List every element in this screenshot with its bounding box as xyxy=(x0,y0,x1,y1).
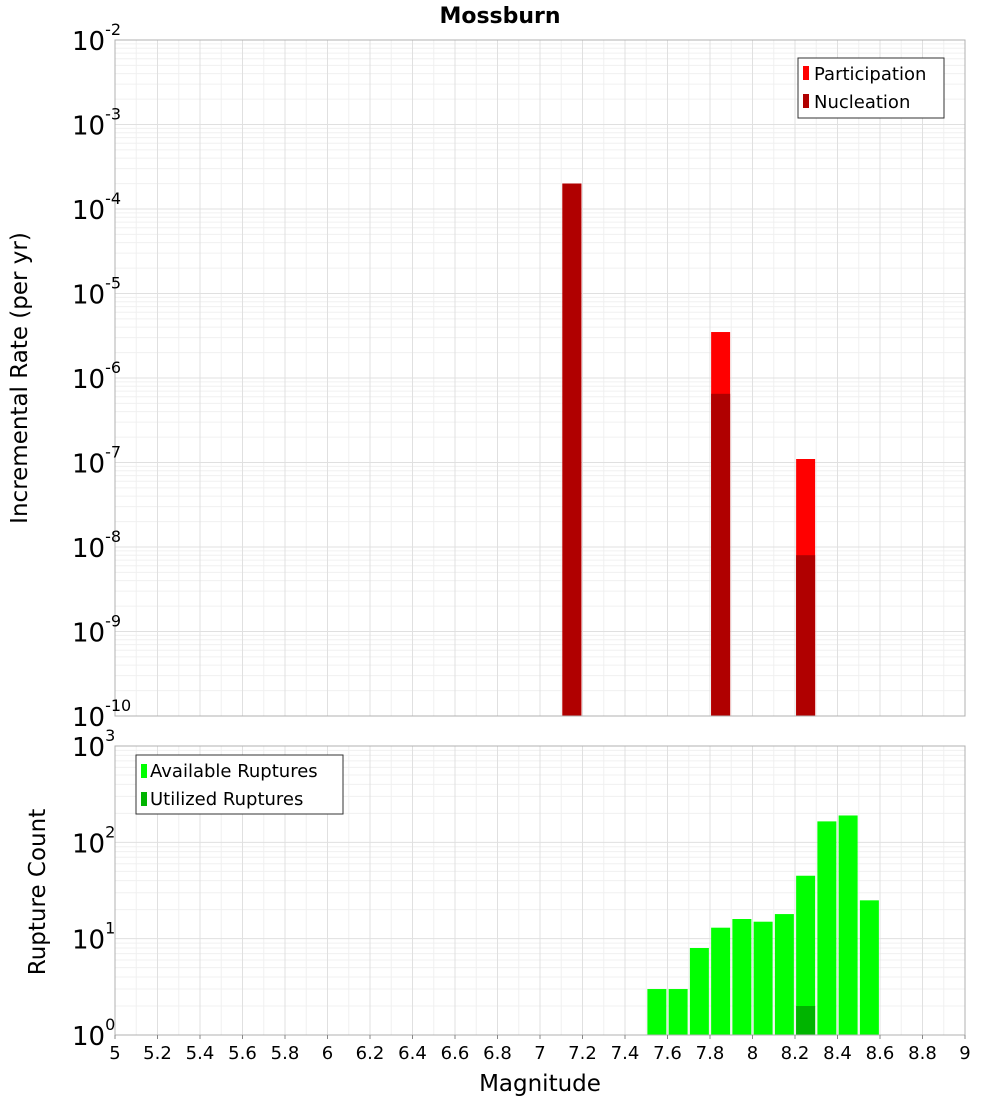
x-tick-label: 5.8 xyxy=(271,1043,300,1064)
rate-bars xyxy=(562,183,816,716)
x-tick-label: 7.8 xyxy=(696,1043,725,1064)
available-ruptures-bar xyxy=(859,900,879,1035)
rate-grid xyxy=(114,39,966,717)
count-y-axis-label: Rupture Count xyxy=(25,809,51,975)
y-tick-exponent: -5 xyxy=(105,274,121,293)
available-ruptures-bar xyxy=(689,948,709,1035)
x-axis-label: Magnitude xyxy=(479,1071,601,1097)
available-ruptures-bar xyxy=(817,821,837,1035)
count-legend: Available Ruptures Utilized Ruptures xyxy=(135,754,344,815)
y-tick-label: 10-10 xyxy=(72,696,131,733)
nucleation-legend-swatch xyxy=(803,94,809,108)
rate-legend: Participation Nucleation xyxy=(797,57,945,119)
participation-legend-label: Participation xyxy=(814,64,926,85)
y-tick-label: 10-4 xyxy=(72,189,121,226)
available-ruptures-bar xyxy=(774,914,794,1035)
x-tick-label: 8 xyxy=(747,1043,758,1064)
x-tick-label: 7.2 xyxy=(568,1043,597,1064)
available-legend-label: Available Ruptures xyxy=(150,761,318,782)
utilized-ruptures-bar xyxy=(796,1006,816,1035)
y-tick-label: 101 xyxy=(72,919,115,956)
available-ruptures-bar xyxy=(668,989,688,1035)
nucleation-legend-label: Nucleation xyxy=(814,92,910,113)
y-tick-label: 102 xyxy=(72,822,115,859)
available-legend-swatch xyxy=(141,764,147,778)
y-tick-label: 10-5 xyxy=(72,274,121,311)
y-tick-label: 10-2 xyxy=(72,20,121,57)
rate-legend-box xyxy=(797,57,945,119)
available-ruptures-bar xyxy=(711,927,731,1035)
x-tick-label: 5.4 xyxy=(186,1043,215,1064)
y-tick-exponent: -6 xyxy=(105,358,121,377)
x-tick-label: 6.4 xyxy=(398,1043,427,1064)
x-tick-label: 7.4 xyxy=(611,1043,640,1064)
y-tick-exponent: 3 xyxy=(105,726,115,745)
count-bars xyxy=(647,815,879,1035)
nucleation-bar xyxy=(711,393,731,716)
y-tick-exponent: -10 xyxy=(105,696,131,715)
available-ruptures-bar xyxy=(838,815,858,1035)
magnitude-x-ticks: 5 5.2 5.4 5.6 5.8 6 6.2 6.4 6.6 6.8 7 7.2 7.4 7.6 7.8 8… xyxy=(109,1035,971,1064)
y-tick-label: 10-9 xyxy=(72,612,121,649)
x-tick-label: 8.8 xyxy=(908,1043,937,1064)
available-ruptures-bar xyxy=(647,989,667,1035)
x-tick-label: 5.6 xyxy=(228,1043,257,1064)
y-tick-exponent: -3 xyxy=(105,105,121,124)
utilized-legend-swatch xyxy=(141,792,147,806)
count-legend-box xyxy=(135,754,344,815)
y-tick-label: 10-6 xyxy=(72,358,121,395)
y-tick-label: 10-3 xyxy=(72,105,121,142)
y-tick-label: 10-7 xyxy=(72,443,121,480)
x-tick-label: 7 xyxy=(534,1043,545,1064)
rate-y-axis-label: Incremental Rate (per yr) xyxy=(7,232,33,524)
x-tick-label: 7.6 xyxy=(653,1043,682,1064)
rate-panel: 10-10 10-9 10-8 10-7 10-6 10-5 10-4 10-3 10-2 In… xyxy=(7,20,966,733)
rate-plot-frame xyxy=(114,39,966,717)
chart-title: Mossburn xyxy=(439,4,560,29)
y-tick-exponent: -8 xyxy=(105,527,121,546)
x-tick-label: 6.6 xyxy=(441,1043,470,1064)
x-tick-label: 8.4 xyxy=(823,1043,852,1064)
y-tick-exponent: 2 xyxy=(105,822,115,841)
utilized-legend-label: Utilized Ruptures xyxy=(150,789,303,810)
nucleation-bar xyxy=(562,183,582,716)
y-tick-label: 10-8 xyxy=(72,527,121,564)
rate-y-ticks: 10-10 10-9 10-8 10-7 10-6 10-5 10-4 10-3 10-2 xyxy=(72,20,131,733)
available-ruptures-bar xyxy=(732,919,752,1035)
y-tick-exponent: -2 xyxy=(105,20,121,39)
x-tick-label: 6.2 xyxy=(356,1043,385,1064)
y-tick-exponent: 1 xyxy=(105,919,115,938)
y-tick-exponent: -4 xyxy=(105,189,121,208)
available-ruptures-bar xyxy=(796,875,816,1035)
nucleation-bar xyxy=(796,555,816,716)
y-tick-exponent: 0 xyxy=(105,1015,115,1034)
participation-legend-swatch xyxy=(803,66,809,80)
x-tick-label: 8.2 xyxy=(781,1043,810,1064)
y-tick-exponent: -7 xyxy=(105,443,121,462)
x-tick-label: 6 xyxy=(322,1043,333,1064)
y-tick-exponent: -9 xyxy=(105,612,121,631)
x-tick-label: 8.6 xyxy=(866,1043,895,1064)
x-tick-label: 5.2 xyxy=(143,1043,172,1064)
x-tick-label: 5 xyxy=(109,1043,120,1064)
available-ruptures-bar xyxy=(753,921,773,1035)
x-tick-label: 9 xyxy=(959,1043,970,1064)
x-tick-label: 6.8 xyxy=(483,1043,512,1064)
